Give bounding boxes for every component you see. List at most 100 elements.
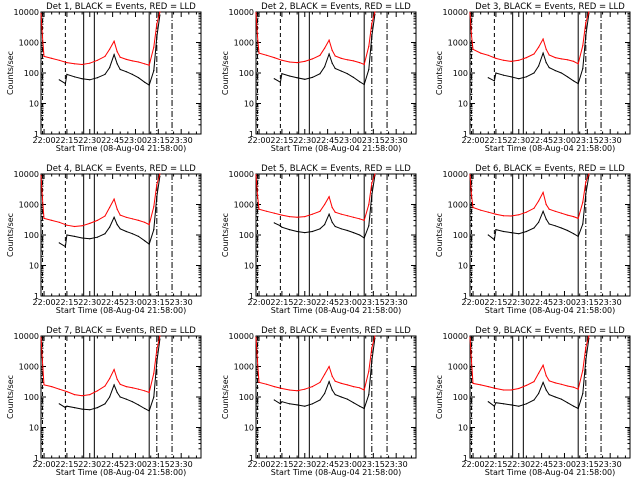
series-events-point <box>324 392 326 395</box>
y-tick-label: 100 <box>453 69 468 78</box>
series-lld-point <box>566 214 569 216</box>
series-events-point <box>560 398 563 400</box>
series-events-point <box>510 232 512 234</box>
panel-title: Det 1, BLACK = Events, RED = LLD <box>46 2 196 12</box>
series-lld-point <box>125 58 127 61</box>
series-events-point <box>125 398 127 400</box>
series-lld-point <box>113 40 115 42</box>
series-lld-point <box>470 194 473 196</box>
series-events-point <box>116 63 118 65</box>
series-events-point <box>144 81 146 83</box>
series-events-point <box>119 228 121 230</box>
series-events-point <box>144 407 146 410</box>
series-lld-point <box>66 224 68 226</box>
y-tick-label: 10000 <box>443 170 468 179</box>
panel-1: Det 1, BLACK = Events, RED = LLD 1 10 100 10… <box>6 2 202 153</box>
y-tick-label: 1 <box>34 130 39 139</box>
series-lld-point <box>319 381 321 383</box>
series-events-point <box>533 227 535 229</box>
series-events-point <box>585 34 587 37</box>
series-events-point <box>73 235 76 237</box>
series-events-point <box>273 78 275 80</box>
y-tick-label: 1000 <box>234 363 254 372</box>
series-events-point <box>288 403 291 405</box>
series-lld-point <box>352 386 355 388</box>
series-lld-point <box>96 219 98 221</box>
series-lld-point <box>255 12 257 14</box>
y-tick-label: 10000 <box>229 8 254 17</box>
series-events-point <box>502 403 505 405</box>
series-events-point <box>156 36 158 38</box>
series-events-point <box>81 408 83 410</box>
series-events-point <box>487 77 489 79</box>
series-lld-point <box>324 373 326 375</box>
series-lld-point <box>116 51 118 53</box>
x-tick-label: 22:15 <box>484 298 507 307</box>
y-axis-label: Counts/sec <box>435 51 444 95</box>
y-tick-label: 100 <box>239 231 254 240</box>
series-events-point <box>493 80 495 82</box>
series-events-point <box>352 232 355 234</box>
series-lld-point <box>131 60 133 62</box>
series-events-point <box>137 404 140 406</box>
series-lld-point <box>148 224 150 226</box>
y-tick-label: 10000 <box>14 170 39 179</box>
y-tick-label: 100 <box>239 393 254 402</box>
series-lld-point <box>319 54 321 56</box>
x-tick-label: 22:00 <box>33 136 56 145</box>
y-tick-label: 10 <box>244 262 254 271</box>
series-lld-point <box>368 370 370 372</box>
x-tick-label: 22:00 <box>462 136 485 145</box>
series-lld-point <box>368 45 370 47</box>
series-lld-point <box>510 389 512 391</box>
series-events-point <box>311 230 313 233</box>
series-events-line <box>59 14 161 86</box>
series-events-point <box>334 394 336 396</box>
panel-title: Det 6, BLACK = Events, RED = LLD <box>475 164 625 174</box>
series-events-point <box>89 79 91 81</box>
x-tick-label: 22:45 <box>316 136 339 145</box>
series-events-point <box>502 230 505 233</box>
series-events-point <box>288 75 291 77</box>
series-lld-point <box>131 387 133 389</box>
series-lld-point <box>113 198 115 200</box>
series-lld-point <box>66 62 68 64</box>
series-events-point <box>359 81 361 83</box>
x-tick-label: 23:30 <box>385 136 408 145</box>
series-events-point <box>96 77 98 79</box>
series-events-point <box>66 234 68 236</box>
y-tick-label: 10000 <box>443 8 468 17</box>
series-events-point <box>538 392 540 395</box>
series-lld-point <box>281 59 283 61</box>
series-lld-point <box>116 378 118 380</box>
series-lld-point <box>331 206 333 209</box>
series-events-point <box>64 245 66 248</box>
series-lld-point <box>156 23 158 25</box>
series-lld-point <box>328 39 330 41</box>
x-tick-label: 23:00 <box>124 136 147 145</box>
series-events-point <box>538 221 540 223</box>
x-tick-label: 22:15 <box>55 460 78 469</box>
series-events-line <box>487 175 590 241</box>
series-lld-point <box>89 222 91 224</box>
series-lld-point <box>255 174 257 176</box>
series-events-point <box>137 77 140 79</box>
series-lld-point <box>577 63 579 65</box>
y-tick-label: 1000 <box>448 201 468 210</box>
series-lld-point <box>273 212 275 214</box>
x-tick-label: 23:30 <box>385 298 408 307</box>
x-tick-label: 22:30 <box>293 136 316 145</box>
series-lld-point <box>296 390 298 392</box>
series-lld-point <box>469 174 471 176</box>
series-lld-point <box>374 173 376 175</box>
series-events-point <box>125 230 127 233</box>
series-events-point <box>533 72 535 74</box>
series-lld-point <box>109 378 111 380</box>
series-events-point <box>548 67 550 69</box>
series-lld-point <box>518 59 520 61</box>
series-lld-point <box>359 218 361 220</box>
series-lld-point <box>588 173 590 175</box>
series-lld-point <box>472 382 474 384</box>
y-tick-label: 1000 <box>19 363 39 372</box>
x-tick-label: 23:30 <box>599 298 622 307</box>
